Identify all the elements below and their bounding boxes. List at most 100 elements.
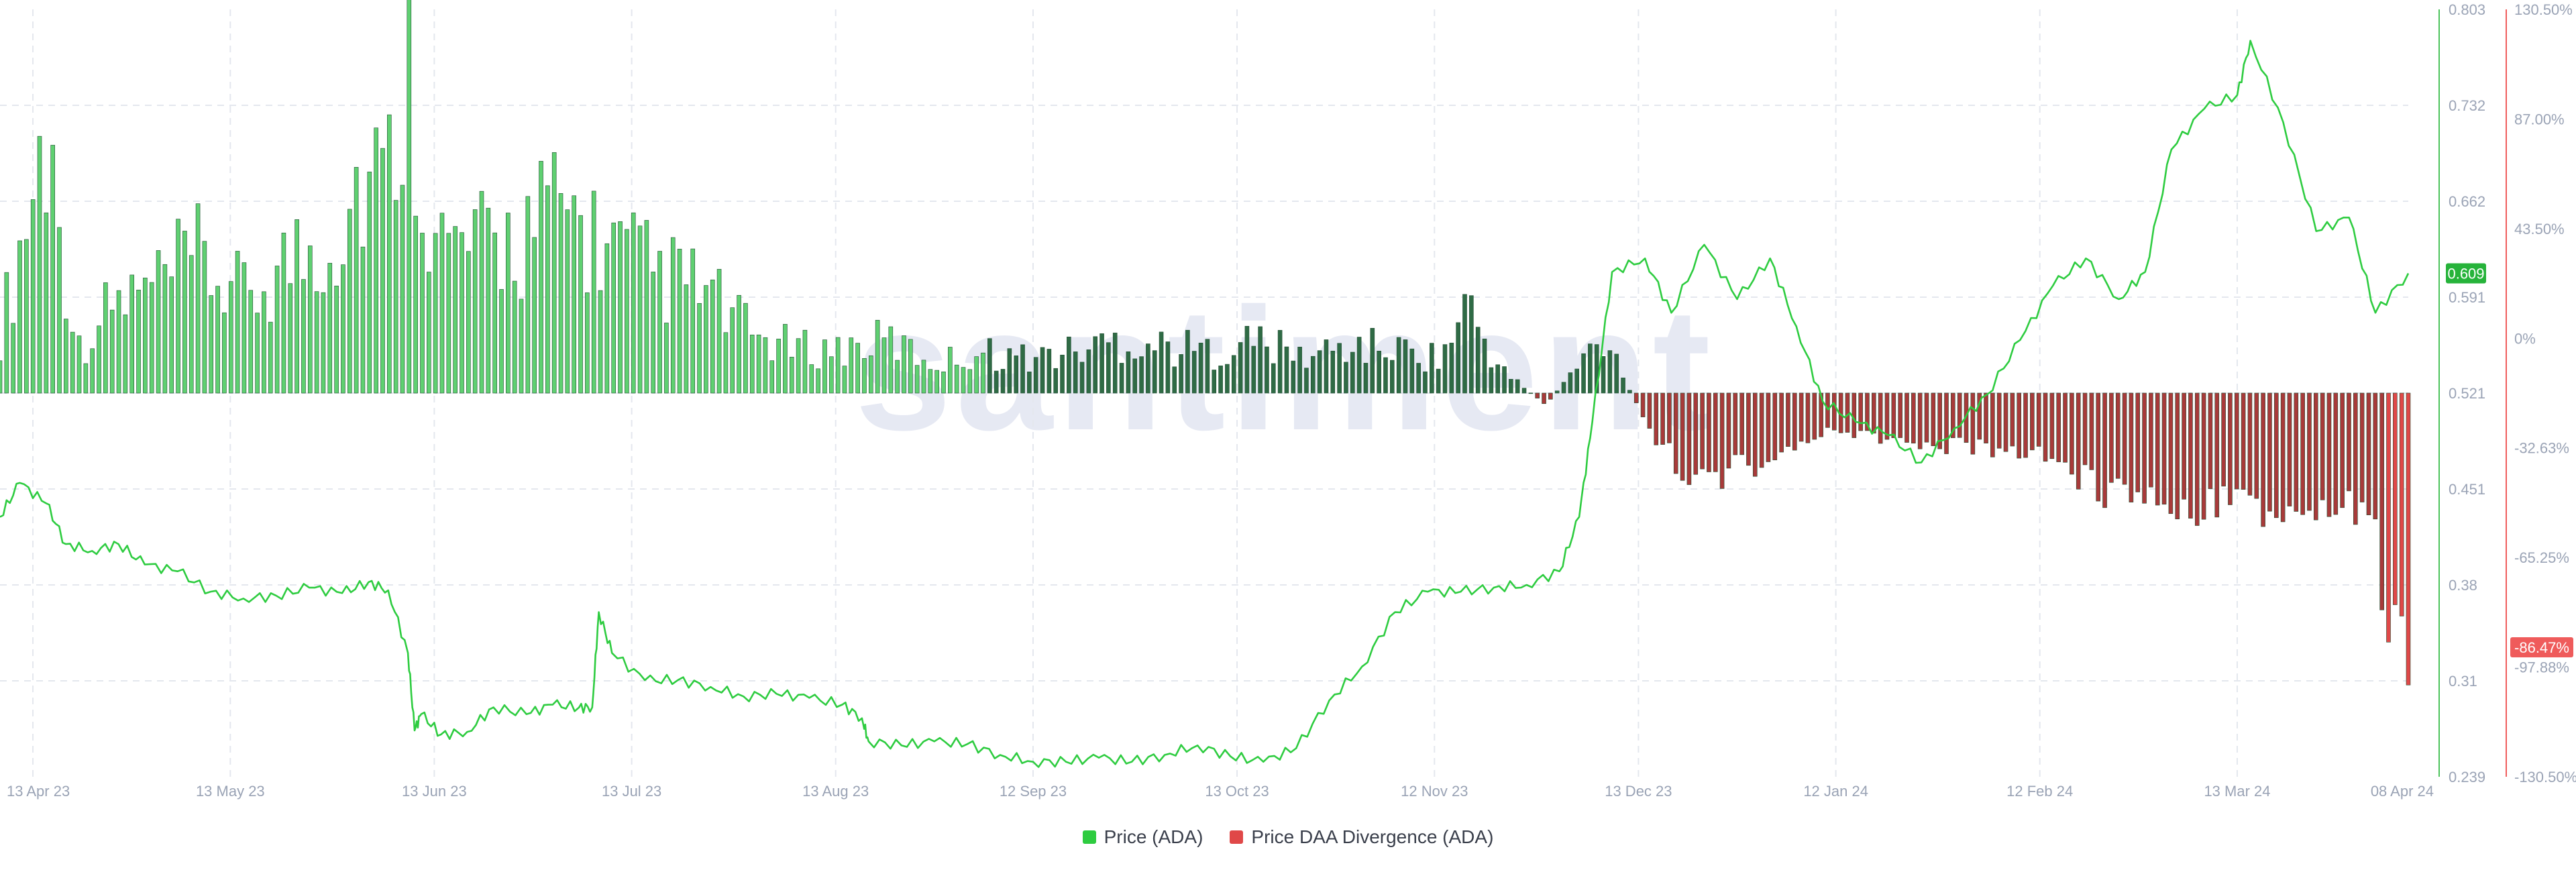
divergence-bar: [123, 314, 128, 394]
divergence-bar: [439, 213, 445, 394]
divergence-bar: [1865, 392, 1870, 431]
divergence-bar: [222, 312, 227, 394]
divergence-bar: [1271, 363, 1276, 394]
divergence-bar: [1931, 392, 1936, 447]
divergence-bar: [914, 365, 920, 394]
divergence-bar: [987, 338, 992, 394]
divergence-bar: [637, 225, 643, 394]
divergence-bar: [776, 339, 781, 394]
divergence-tick-label: -130.50%: [2514, 769, 2576, 785]
divergence-bar: [301, 279, 306, 394]
divergence-bar: [1799, 392, 1804, 442]
divergence-bar: [2347, 392, 2351, 492]
divergence-bar: [1423, 371, 1428, 394]
divergence-bar: [941, 371, 946, 394]
divergence-bar: [756, 334, 761, 394]
divergence-bar: [1265, 346, 1269, 394]
divergence-bar: [1126, 351, 1131, 394]
divergence-bar: [97, 325, 101, 394]
divergence-bar: [828, 356, 834, 394]
x-tick-label: 12 Jan 24: [1803, 783, 1868, 800]
divergence-bar: [64, 319, 68, 394]
divergence-bar: [1390, 360, 1395, 394]
divergence-bar: [644, 220, 649, 394]
divergence-bar: [1106, 342, 1111, 394]
divergence-bar: [2043, 392, 2048, 462]
divergence-bar: [307, 246, 313, 394]
divergence-bar: [1356, 337, 1362, 394]
divergence-bar: [2359, 392, 2365, 502]
divergence-bar: [1621, 378, 1625, 394]
divergence-bar: [737, 294, 741, 394]
divergence-bar: [1119, 363, 1124, 394]
divergence-bar: [1680, 392, 1685, 481]
divergence-bar: [1073, 351, 1078, 394]
legend-item-price[interactable]: Price (ADA): [1082, 826, 1203, 848]
divergence-bar: [37, 135, 42, 394]
divergence-bar: [948, 347, 953, 394]
divergence-bar: [1225, 364, 1230, 394]
divergence-bar: [1040, 347, 1045, 394]
divergence-bar: [1033, 357, 1038, 394]
divergence-bar: [1917, 392, 1923, 449]
divergence-bar: [902, 335, 906, 394]
divergence-bar: [182, 231, 187, 394]
divergence-tick-label: 43.50%: [2514, 221, 2565, 237]
divergence-bar: [76, 335, 82, 394]
divergence-bar: [1430, 343, 1434, 394]
divergence-bar: [1060, 354, 1065, 394]
divergence-bar: [1205, 339, 1210, 394]
divergence-bar: [149, 282, 154, 394]
divergence-bar: [862, 358, 867, 394]
price-line-group: [0, 40, 2410, 768]
divergence-bar: [24, 239, 29, 394]
divergence-bar: [281, 232, 286, 394]
divergence-bar: [921, 360, 926, 394]
divergence-bar: [1739, 392, 1744, 455]
divergence-bar: [433, 233, 438, 394]
price-tick-label: 0.239: [2449, 769, 2485, 785]
divergence-bar: [1786, 392, 1790, 447]
divergence-bar: [855, 343, 860, 394]
divergence-bar: [2109, 392, 2114, 483]
divergence-bar: [17, 240, 22, 394]
divergence-bar: [1515, 379, 1520, 394]
divergence-bar: [585, 292, 590, 394]
divergence-bar: [539, 160, 543, 394]
divergence-bar: [2314, 392, 2318, 521]
divergence-bar: [2393, 392, 2398, 605]
divergence-bar: [1258, 326, 1263, 394]
divergence-bar: [407, 0, 412, 394]
divergence-bar: [1654, 392, 1659, 445]
divergence-bar: [294, 219, 299, 394]
divergence-bar: [1951, 392, 1955, 439]
divergence-bar: [625, 229, 629, 394]
divergence-bar: [1984, 392, 1988, 444]
divergence-bar: [176, 219, 180, 394]
legend-item-divergence[interactable]: Price DAA Divergence (ADA): [1230, 826, 1493, 848]
divergence-bar: [2010, 392, 2015, 447]
divergence-bar: [1779, 392, 1784, 453]
divergence-bar: [2129, 392, 2134, 502]
divergence-bar: [1535, 392, 1540, 398]
divergence-bar: [241, 262, 247, 394]
divergence-bar: [525, 196, 531, 394]
divergence-bar: [2089, 392, 2094, 470]
divergence-bar: [1832, 392, 1837, 431]
divergence-bar: [1707, 392, 1711, 472]
divergence-bar: [400, 184, 405, 394]
x-tick-label: 13 Jun 23: [402, 783, 467, 800]
divergence-bar: [2353, 392, 2358, 525]
divergence-tick-label: -65.25%: [2514, 549, 2569, 566]
divergence-bar: [842, 366, 847, 394]
divergence-bar: [1944, 392, 1949, 454]
divergence-bar: [954, 364, 959, 394]
divergence-bar: [1191, 351, 1197, 394]
divergence-bar: [90, 348, 95, 394]
divergence-bar: [1027, 372, 1032, 394]
divergence-bar: [1851, 392, 1857, 438]
divergence-bar: [360, 246, 366, 394]
divergence-bar: [209, 295, 214, 394]
x-tick-label: 13 Apr 23: [7, 783, 70, 800]
divergence-bar: [796, 338, 801, 394]
